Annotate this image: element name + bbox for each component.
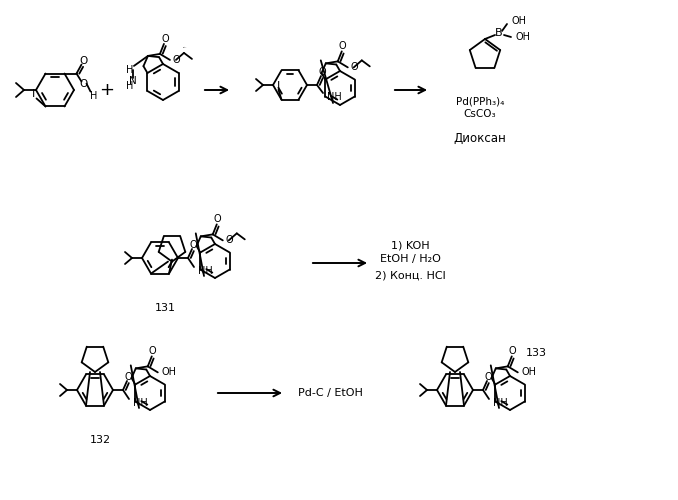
Text: O: O [124,372,132,382]
Text: O: O [149,346,157,356]
Text: NH: NH [198,266,213,276]
Text: O: O [339,42,346,51]
Text: NH: NH [493,398,508,408]
Text: Pd-C / EtOH: Pd-C / EtOH [298,388,363,398]
Text: ethyl?: ethyl? [183,46,187,48]
Text: O: O [214,214,222,224]
Text: O: O [79,56,87,66]
Text: O: O [226,236,233,246]
Text: Диоксан: Диоксан [454,132,506,144]
Text: I: I [277,80,280,90]
Text: O: O [79,78,87,88]
Text: I: I [32,90,35,100]
Text: H: H [126,65,134,75]
Text: OH: OH [162,368,177,378]
Text: H: H [126,81,134,91]
Text: NH: NH [327,92,342,102]
Text: H: H [89,90,97,101]
Text: 2) Конц. HCl: 2) Конц. HCl [375,270,445,280]
Text: O: O [318,67,326,77]
Text: N: N [129,76,137,86]
Text: B: B [495,28,503,38]
Text: 1) KOH: 1) KOH [391,241,429,251]
Text: +: + [100,81,115,99]
Text: O: O [509,346,517,356]
Text: 131: 131 [155,303,176,313]
Text: CsCO₃: CsCO₃ [464,109,496,119]
Text: EtOH / H₂O: EtOH / H₂O [380,254,441,264]
Text: OH: OH [512,16,527,26]
Text: O: O [484,372,492,382]
Text: O: O [189,240,197,250]
Text: OH: OH [522,368,537,378]
Text: 132: 132 [89,435,111,445]
Text: NH: NH [133,398,148,408]
Text: OH: OH [516,32,531,42]
Text: Pd(PPh₃)₄: Pd(PPh₃)₄ [456,97,504,107]
Text: O: O [351,62,359,72]
Text: 133: 133 [525,348,546,358]
Text: O: O [173,55,180,65]
Text: O: O [161,34,169,44]
